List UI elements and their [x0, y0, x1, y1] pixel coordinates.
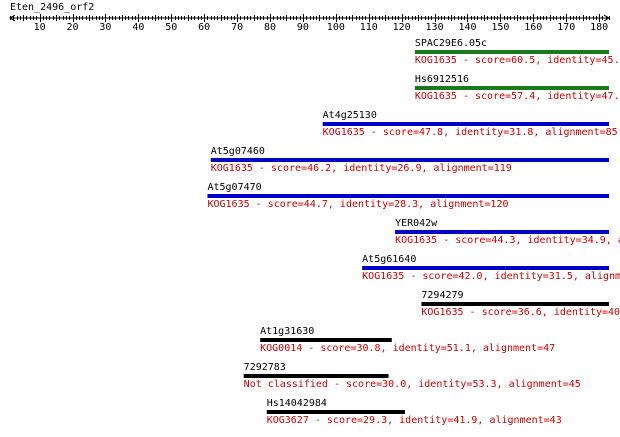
hit-name[interactable]: SPAC29E6.05c	[415, 38, 487, 49]
hit-bar[interactable]	[414, 50, 609, 54]
hit-label: KOG1635 - score=60.5, identity=45.0, ali…	[415, 55, 620, 66]
hit-bar[interactable]	[421, 302, 609, 306]
hit-row[interactable]: At5g07470 KOG1635 - score=44.7, identity=…	[207, 182, 609, 210]
hit-name[interactable]: At5g61640	[362, 254, 416, 265]
hit-row[interactable]: Hs6912516 KOG1635 - score=57.4, identity=…	[414, 74, 620, 102]
axis-tick-label: 50	[165, 22, 177, 33]
hit-bar[interactable]	[210, 158, 609, 162]
axis-tick-label: 170	[557, 22, 575, 33]
axis-tick-label: 60	[198, 22, 210, 33]
hit-label: KOG3627 - score=29.3, identity=41.9, ali…	[267, 415, 562, 426]
hit-row[interactable]: At5g61640 KOG1635 - score=42.0, identity=…	[362, 254, 620, 282]
axis-tick-label: 140	[458, 22, 476, 33]
hit-row[interactable]: YER042w KOG1635 - score=44.3, identity=34…	[395, 218, 620, 246]
hit-row[interactable]: At1g31630 KOG0014 - score=30.8, identity=…	[260, 326, 555, 354]
hit-name[interactable]: At4g25130	[323, 110, 377, 121]
hit-label: KOG1635 - score=57.4, identity=47.5, ali…	[415, 91, 620, 102]
hit-bar[interactable]	[414, 86, 609, 90]
hit-label: KOG1635 - score=47.8, identity=31.8, ali…	[323, 127, 618, 138]
hit-label: KOG0014 - score=30.8, identity=51.1, ali…	[260, 343, 555, 354]
axis-tick-label: 70	[231, 22, 243, 33]
axis-tick-label: 90	[297, 22, 309, 33]
hit-name[interactable]: At5g07460	[211, 146, 265, 157]
hit-name[interactable]: At1g31630	[260, 326, 314, 337]
axis-tick-label: 180	[590, 22, 608, 33]
hit-bar[interactable]	[260, 338, 392, 342]
hit-row[interactable]: SPAC29E6.05c KOG1635 - score=60.5, identi…	[414, 38, 620, 66]
hit-name[interactable]: Hs14042984	[267, 398, 327, 409]
hit-bar[interactable]	[395, 230, 609, 234]
hit-row[interactable]: 7294279 KOG1635 - score=36.6, identity=40…	[421, 290, 620, 318]
hit-bar[interactable]	[362, 266, 609, 270]
axis-tick-label: 100	[327, 22, 345, 33]
hit-name[interactable]: YER042w	[395, 218, 438, 229]
hit-label: Not classified - score=30.0, identity=53…	[244, 379, 581, 390]
hit-label: KOG1635 - score=46.2, identity=26.9, ali…	[211, 163, 512, 174]
hit-label: KOG1635 - score=36.6, identity=40.0, ali…	[421, 307, 620, 318]
axis-tick-label: 120	[393, 22, 411, 33]
hit-row[interactable]: At4g25130 KOG1635 - score=47.8, identity=…	[322, 110, 618, 138]
axis-tick-label: 80	[264, 22, 276, 33]
axis-tick-label: 160	[524, 22, 542, 33]
axis-tick-label: 30	[99, 22, 111, 33]
hit-name[interactable]: 7292783	[244, 362, 286, 373]
hit-label: KOG1635 - score=42.0, identity=31.5, ali…	[362, 271, 620, 282]
hit-name[interactable]: At5g07470	[207, 182, 261, 193]
hit-label: KOG1635 - score=44.7, identity=28.3, ali…	[207, 199, 508, 210]
hit-label: KOG1635 - score=44.3, identity=34.9, ali…	[395, 235, 620, 246]
hit-name[interactable]: Hs6912516	[415, 74, 469, 85]
hit-bar[interactable]	[322, 122, 609, 126]
position-axis: 10 20 30 40 50 60 70 80 90 100 110 120 130 140 150 160 1…	[9, 14, 610, 33]
hit-name[interactable]: 7294279	[421, 290, 463, 301]
axis-tick-label: 150	[491, 22, 509, 33]
hit-bar[interactable]	[266, 410, 405, 414]
hit-bar[interactable]	[243, 374, 389, 378]
query-name: Eten_2496_orf2	[10, 2, 94, 13]
axis-tick-label: 10	[34, 22, 46, 33]
axis-tick-label: 40	[132, 22, 144, 33]
hit-row[interactable]: At5g07460 KOG1635 - score=46.2, identity=…	[210, 146, 609, 174]
hit-bar[interactable]	[207, 194, 609, 198]
hit-row[interactable]: Hs14042984 KOG3627 - score=29.3, identity…	[266, 398, 562, 426]
hit-list: SPAC29E6.05c KOG1635 - score=60.5, identi…	[207, 38, 620, 426]
axis-tick-label: 130	[426, 22, 444, 33]
axis-tick-label: 110	[360, 22, 378, 33]
axis-tick-label: 20	[67, 22, 79, 33]
hit-row[interactable]: 7292783 Not classified - score=30.0, iden…	[243, 362, 581, 390]
